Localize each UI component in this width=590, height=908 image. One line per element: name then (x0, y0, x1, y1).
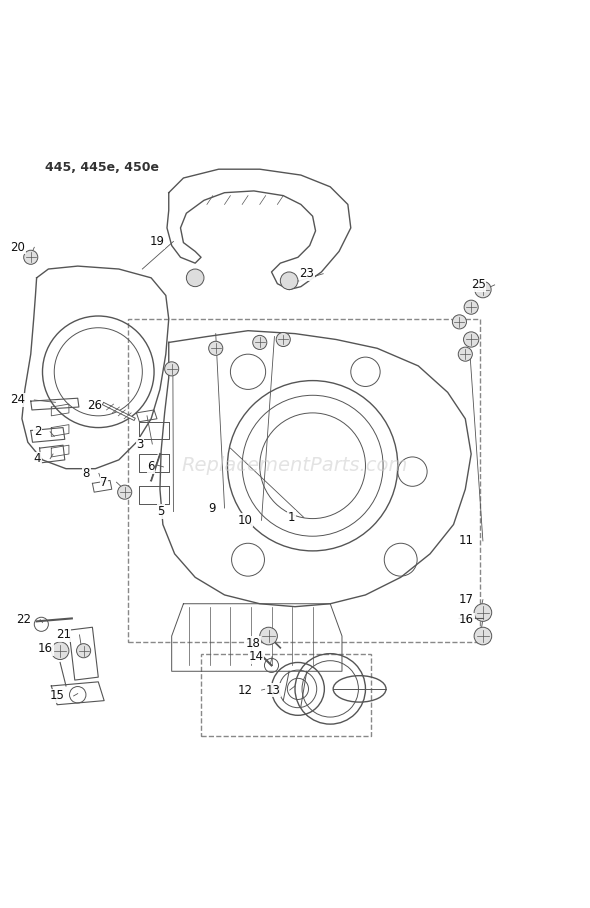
Text: 18: 18 (245, 637, 260, 649)
Text: 24: 24 (11, 393, 25, 407)
Text: 8: 8 (83, 467, 90, 480)
Circle shape (474, 604, 491, 621)
Circle shape (453, 315, 467, 329)
Circle shape (474, 627, 491, 645)
Text: 19: 19 (150, 235, 165, 248)
Text: 20: 20 (11, 241, 25, 254)
Circle shape (458, 347, 473, 361)
Text: 7: 7 (100, 476, 108, 489)
Text: ReplacementParts.com: ReplacementParts.com (182, 456, 408, 475)
Text: 13: 13 (266, 684, 281, 696)
Text: 1: 1 (287, 511, 295, 524)
Circle shape (165, 361, 179, 376)
Text: 445, 445e, 450e: 445, 445e, 450e (45, 161, 159, 174)
Text: 26: 26 (87, 400, 102, 412)
Text: 15: 15 (50, 689, 65, 703)
Text: 11: 11 (459, 535, 474, 548)
Text: 6: 6 (147, 460, 155, 473)
Circle shape (280, 272, 298, 290)
Circle shape (51, 642, 69, 659)
Text: 21: 21 (55, 628, 71, 641)
Circle shape (77, 644, 91, 657)
Text: 4: 4 (34, 452, 41, 465)
Text: 25: 25 (471, 279, 486, 291)
Bar (127, 319, 480, 642)
Text: 22: 22 (17, 613, 31, 627)
Circle shape (260, 627, 277, 645)
Circle shape (117, 485, 132, 499)
Circle shape (209, 341, 223, 355)
Text: 14: 14 (248, 650, 263, 663)
Text: 3: 3 (136, 438, 143, 450)
Text: 5: 5 (158, 505, 165, 518)
Circle shape (186, 269, 204, 287)
Text: 9: 9 (208, 501, 216, 515)
Text: 16: 16 (459, 613, 474, 627)
Text: 17: 17 (459, 593, 474, 607)
Circle shape (253, 335, 267, 350)
Circle shape (475, 281, 491, 298)
Circle shape (464, 301, 478, 314)
Circle shape (24, 251, 38, 264)
Text: 12: 12 (238, 684, 253, 696)
Circle shape (276, 332, 290, 347)
Text: 23: 23 (300, 267, 314, 281)
Text: 10: 10 (238, 514, 253, 527)
Bar (201, 654, 371, 735)
Text: 16: 16 (38, 643, 53, 656)
Text: 2: 2 (34, 425, 41, 439)
Circle shape (464, 331, 479, 347)
